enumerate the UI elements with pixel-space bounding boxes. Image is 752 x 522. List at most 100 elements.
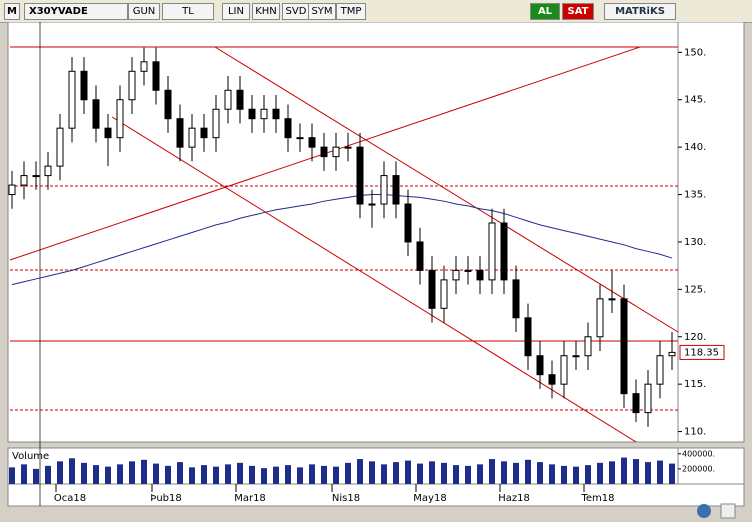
volume-bar — [549, 464, 555, 484]
candle-body — [416, 241, 424, 271]
volume-bar — [249, 465, 255, 484]
candle-body — [668, 351, 676, 357]
volume-bar — [21, 464, 27, 484]
candle-body — [236, 89, 244, 110]
settings-icon[interactable] — [720, 503, 736, 519]
button[interactable]: LIN — [222, 3, 250, 20]
volume-bar — [321, 465, 327, 484]
x-tick-label: Haz18 — [498, 493, 530, 504]
plot-area — [7, 22, 679, 443]
candle-body — [320, 146, 328, 158]
toolbar: M X30YVADE GUN TL LIN KHN SVD SYM TMP AL… — [0, 0, 752, 23]
volume-tick-label: 200000. — [682, 464, 715, 473]
volume-bar — [297, 467, 303, 484]
candle-body — [608, 298, 616, 301]
candle-body — [164, 89, 172, 120]
button[interactable]: SVD — [282, 3, 310, 20]
volume-bar — [561, 465, 567, 484]
chart: Volume 110. 115. 120. 125. 130. 135. 140. 145. 1… — [7, 22, 745, 519]
candle-body — [536, 355, 544, 376]
x-tick-label: Tem18 — [580, 493, 614, 504]
candle-body — [68, 70, 76, 129]
candle-body — [524, 317, 532, 357]
volume-bar — [525, 459, 531, 484]
button[interactable]: GUN — [128, 3, 160, 20]
volume-bar — [309, 464, 315, 484]
candle-body — [200, 127, 208, 139]
time-axis — [7, 483, 745, 507]
volume-bar — [237, 462, 243, 484]
volume-bar — [465, 465, 471, 484]
drawings — [9, 46, 679, 443]
button[interactable]: TL — [162, 3, 214, 20]
volume-bar — [669, 463, 675, 484]
candle-body — [560, 355, 568, 385]
refresh-icon[interactable] — [697, 504, 711, 518]
volume-bar — [129, 461, 135, 484]
button[interactable]: TMP — [336, 3, 366, 20]
last-price-box — [679, 344, 725, 360]
candle-body — [584, 336, 592, 357]
buy-button[interactable]: AL — [530, 3, 560, 20]
candle-body — [8, 184, 16, 196]
volume-tick-label: 400000. — [682, 449, 715, 458]
y-tick-label: 120. — [684, 332, 706, 343]
candle-body — [272, 108, 280, 120]
volume-bar — [597, 462, 603, 484]
volume-bar — [141, 459, 147, 484]
candle-body — [224, 89, 232, 110]
volume-bar — [441, 462, 447, 484]
volume-bar — [189, 467, 195, 484]
trend-line — [214, 46, 679, 333]
volume-bar — [105, 466, 111, 484]
y-tick-label: 115. — [684, 379, 706, 390]
sell-button[interactable]: SAT — [562, 3, 594, 20]
candle-body — [20, 175, 28, 186]
volume-bar — [285, 465, 291, 484]
symbol[interactable]: X30YVADE — [24, 3, 128, 20]
volume-bar — [225, 464, 231, 484]
volume-bar — [453, 465, 459, 484]
candle-body — [116, 99, 124, 139]
volume-bar — [585, 465, 591, 484]
volume-bar — [609, 461, 615, 484]
candle-body — [380, 175, 388, 205]
y-tick-label: 140. — [684, 142, 706, 153]
candle-body — [572, 355, 580, 358]
volume-bar — [153, 463, 159, 484]
button[interactable]: SYM — [308, 3, 336, 20]
candle-body — [452, 269, 460, 281]
candle-body — [176, 118, 184, 148]
moving-average — [11, 194, 673, 286]
candle-body — [620, 298, 628, 395]
candle-body — [44, 165, 52, 177]
volume-bar — [489, 459, 495, 484]
volume-bar — [9, 467, 15, 484]
y-tick-label: 125. — [684, 284, 706, 295]
candle-body — [644, 383, 652, 414]
volume-bar — [357, 459, 363, 484]
x-tick-label: Nis18 — [332, 493, 360, 504]
logo[interactable]: M — [4, 3, 20, 20]
candle-body — [548, 374, 556, 385]
candle-body — [404, 203, 412, 243]
volume-bar — [573, 466, 579, 484]
candle-body — [140, 61, 148, 72]
candle-body — [80, 70, 88, 101]
x-tick-label: May18 — [413, 493, 446, 504]
candle-body — [56, 127, 64, 167]
volume-bar — [177, 462, 183, 484]
volume-bar — [621, 457, 627, 484]
volume-bar — [213, 466, 219, 484]
candle-body — [356, 146, 364, 205]
button[interactable]: KHN — [252, 3, 280, 20]
volume-bar — [405, 460, 411, 484]
x-tick-label: Þub18 — [150, 493, 181, 504]
volume-bar — [69, 458, 75, 484]
volume-bar — [417, 463, 423, 484]
volume-bar — [381, 464, 387, 484]
candle-body — [476, 269, 484, 281]
candle-body — [308, 137, 316, 148]
y-tick-label: 135. — [684, 190, 706, 201]
candle-body — [368, 203, 376, 206]
